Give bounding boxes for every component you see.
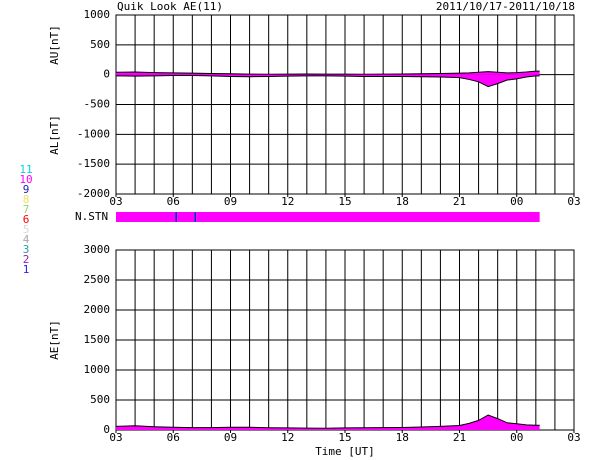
x-tick-label: 03 xyxy=(567,431,580,444)
y-tick-label: 0 xyxy=(103,68,110,81)
y-tick-label: 3000 xyxy=(84,243,111,256)
y-tick-label: 2500 xyxy=(84,273,111,286)
x-tick-label: 15 xyxy=(338,195,351,208)
station-bar xyxy=(116,212,176,222)
y-tick-label: -1000 xyxy=(77,127,110,140)
chart-title: Quik Look AE(11) xyxy=(117,0,223,13)
station-bar xyxy=(194,212,197,222)
legend-label: 11 xyxy=(19,163,32,176)
legend-label: 8 xyxy=(23,193,30,206)
y-tick-label: -500 xyxy=(84,98,111,111)
y-tick-label: -2000 xyxy=(77,187,110,200)
x-tick-label: 03 xyxy=(109,431,122,444)
x-tick-label: 00 xyxy=(510,195,523,208)
x-tick-label: 06 xyxy=(167,431,180,444)
plot-frame xyxy=(115,14,575,195)
x-axis-label: Time [UT] xyxy=(315,445,375,458)
line xyxy=(115,70,540,75)
x-tick-label: 12 xyxy=(281,431,294,444)
x-tick-label: 18 xyxy=(396,431,409,444)
x-tick-label: 09 xyxy=(224,431,237,444)
x-tick-label: 03 xyxy=(109,195,122,208)
y-tick-label: 0 xyxy=(103,423,110,436)
x-tick-label: 21 xyxy=(453,431,466,444)
legend-label: 5 xyxy=(23,223,30,236)
line xyxy=(115,414,540,429)
y-tick-label: -1500 xyxy=(77,157,110,170)
area xyxy=(116,74,540,87)
x-tick-label: 00 xyxy=(510,431,523,444)
y-axis-label: AE[nT] xyxy=(48,320,61,360)
legend-label: 10 xyxy=(19,173,32,186)
x-tick-label: 09 xyxy=(224,195,237,208)
y-tick-label: 1500 xyxy=(84,333,111,346)
legend-label: 2 xyxy=(23,253,30,266)
y-axis-label: AU[nT] xyxy=(48,25,61,65)
date-range: 2011/10/17-2011/10/18 xyxy=(436,0,575,13)
station-bar xyxy=(175,212,178,222)
y-tick-label: 500 xyxy=(90,38,110,51)
y-tick-label: 1000 xyxy=(84,8,111,21)
legend-label: 4 xyxy=(23,233,30,246)
y-tick-label: 2000 xyxy=(84,303,111,316)
legend-label: 6 xyxy=(23,213,30,226)
area xyxy=(116,415,540,430)
x-tick-label: 21 xyxy=(453,195,466,208)
legend-label: 9 xyxy=(23,183,30,196)
line xyxy=(115,75,540,88)
legend-label: 3 xyxy=(23,243,30,256)
station-bar xyxy=(177,212,195,222)
y-tick-label: 1000 xyxy=(84,363,111,376)
y-axis-label: N.STN xyxy=(75,210,108,223)
x-tick-label: 15 xyxy=(338,431,351,444)
x-tick-label: 18 xyxy=(396,195,409,208)
legend-label: 7 xyxy=(23,203,30,216)
x-tick-label: 03 xyxy=(567,195,580,208)
legend-label: 1 xyxy=(23,263,30,276)
y-tick-label: 500 xyxy=(90,393,110,406)
x-tick-label: 06 xyxy=(167,195,180,208)
y-axis-label: AL[nT] xyxy=(48,115,61,155)
x-tick-label: 12 xyxy=(281,195,294,208)
station-bar xyxy=(196,212,540,222)
